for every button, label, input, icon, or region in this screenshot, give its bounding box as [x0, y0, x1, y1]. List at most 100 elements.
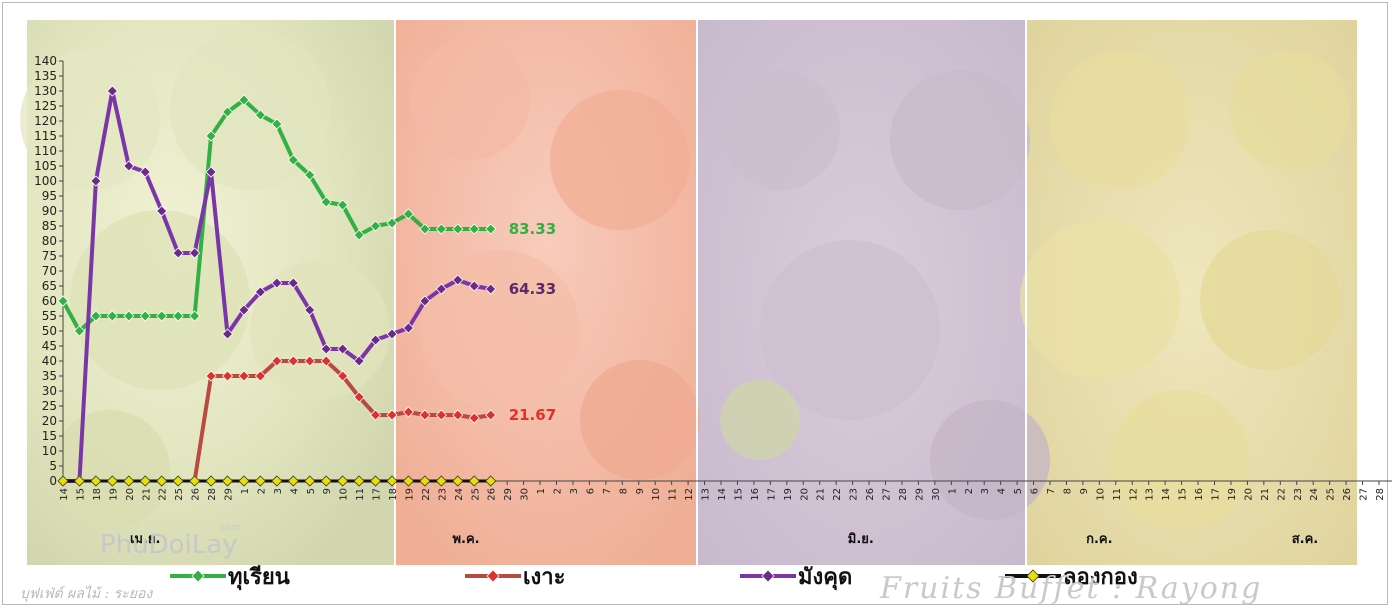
fruit-texture-4 — [50, 410, 170, 530]
x-tick-label: 22 — [832, 488, 843, 501]
x-tick-label: 4 — [289, 488, 300, 494]
x-tick-label: 16 — [1194, 488, 1205, 501]
series-point-3 — [435, 475, 447, 487]
series-point-0 — [238, 94, 250, 106]
month-label: มิ.ย. — [848, 532, 874, 547]
series-point-0 — [172, 310, 184, 322]
series-point-3 — [369, 475, 382, 487]
series-point-3 — [172, 475, 184, 487]
fruit-texture-12 — [930, 400, 1050, 520]
y-tick-label: 85 — [42, 219, 57, 233]
x-tick-label: 17 — [766, 488, 777, 501]
series-point-3 — [189, 475, 201, 487]
x-tick-label: 20 — [799, 488, 810, 501]
x-tick-label: 25 — [1326, 488, 1337, 501]
watermark-english: Fruits Buffet : Rayong — [879, 571, 1262, 606]
series-point-0 — [485, 223, 497, 235]
y-tick-label: 65 — [42, 279, 57, 293]
x-tick-label: 21 — [141, 488, 152, 501]
series-point-2 — [304, 304, 316, 316]
series-point-1 — [271, 355, 283, 367]
legend-label-3: ลองกอง — [1063, 565, 1138, 590]
series-point-0 — [435, 223, 447, 235]
x-tick-label: 5 — [306, 488, 317, 494]
y-tick-label: 125 — [34, 99, 57, 113]
y-tick-label: 40 — [42, 354, 57, 368]
series-point-3 — [452, 475, 464, 487]
series-point-3 — [353, 475, 365, 487]
series-point-3 — [254, 475, 266, 487]
series-point-1 — [402, 406, 415, 418]
series-point-3 — [485, 475, 497, 487]
fruit-texture-5 — [410, 40, 530, 160]
series-point-3 — [304, 475, 316, 487]
y-tick-label: 25 — [42, 399, 57, 413]
y-tick-label: 15 — [42, 429, 57, 443]
y-tick-label: 20 — [42, 414, 57, 428]
x-tick-label: 7 — [602, 488, 613, 494]
series-point-0 — [386, 217, 398, 229]
x-tick-label: 17 — [1211, 488, 1222, 501]
logo-suffix: .com — [218, 523, 240, 533]
y-tick-label: 95 — [42, 189, 57, 203]
series-point-0 — [221, 106, 234, 118]
month-label: ก.ค. — [1086, 532, 1112, 547]
y-tick-label: 55 — [42, 309, 57, 323]
x-tick-label: 12 — [684, 488, 695, 501]
x-tick-label: 29 — [914, 488, 925, 501]
watermark-group: บุฟเฟ่ต์ ผลไม้ : ระยอง Fruits Buffet : R… — [20, 523, 1262, 606]
fruit-texture-9 — [720, 70, 840, 190]
series-point-2 — [369, 334, 382, 346]
x-tick-label: 2 — [964, 488, 975, 494]
x-tick-label: 1 — [947, 488, 958, 494]
series-point-1 — [205, 370, 217, 382]
x-tick-label: 14 — [59, 488, 70, 501]
x-tick-label: 19 — [783, 488, 794, 501]
fruit-texture-18 — [1110, 390, 1250, 530]
y-tick-label: 140 — [34, 54, 57, 68]
x-tick-label: 19 — [108, 488, 119, 501]
series-point-3 — [271, 475, 283, 487]
series-point-3 — [337, 475, 349, 487]
x-tick-label: 19 — [404, 488, 415, 501]
series-point-0 — [156, 310, 168, 322]
series-point-3 — [73, 475, 86, 487]
fruit-photo-background — [20, 20, 1357, 565]
series-point-2 — [452, 274, 464, 286]
y-tick-label: 130 — [34, 84, 57, 98]
y-tick-label: 135 — [34, 69, 57, 83]
fruit-texture-17 — [1200, 230, 1340, 370]
month-label: พ.ค. — [452, 532, 479, 547]
series-end-label-0: 83.33 — [509, 220, 556, 238]
x-tick-label: 11 — [668, 488, 679, 501]
series-point-2 — [419, 295, 431, 307]
x-tick-label: 1 — [240, 488, 251, 494]
x-tick-label: 8 — [1062, 488, 1073, 494]
x-tick-label: 10 — [339, 488, 350, 501]
y-tick-label: 75 — [42, 249, 57, 263]
series-point-2 — [254, 286, 266, 298]
x-tick-label: 9 — [635, 488, 646, 494]
series-point-2 — [435, 283, 447, 295]
series-point-3 — [419, 475, 431, 487]
series-point-3 — [123, 475, 135, 487]
legend-label-0: ทุเรียน — [228, 565, 290, 591]
series-point-2 — [320, 343, 332, 355]
x-tick-label: 6 — [1030, 488, 1041, 494]
x-tick-label: 30 — [931, 488, 942, 501]
x-tick-label: 30 — [520, 488, 531, 501]
y-tick-label: 100 — [34, 174, 57, 188]
x-tick-label: 24 — [1309, 488, 1320, 501]
series-point-2 — [386, 328, 398, 340]
series-point-3 — [139, 475, 151, 487]
fruit-texture-11 — [760, 240, 940, 420]
series-point-2 — [468, 280, 480, 292]
series-point-3 — [386, 475, 398, 487]
series-point-0 — [106, 310, 118, 322]
y-tick-label: 105 — [34, 159, 57, 173]
fruit-texture-6 — [550, 90, 690, 230]
series-end-label-2: 64.33 — [509, 280, 556, 298]
series-point-0 — [320, 196, 332, 208]
series-point-2 — [123, 160, 135, 172]
